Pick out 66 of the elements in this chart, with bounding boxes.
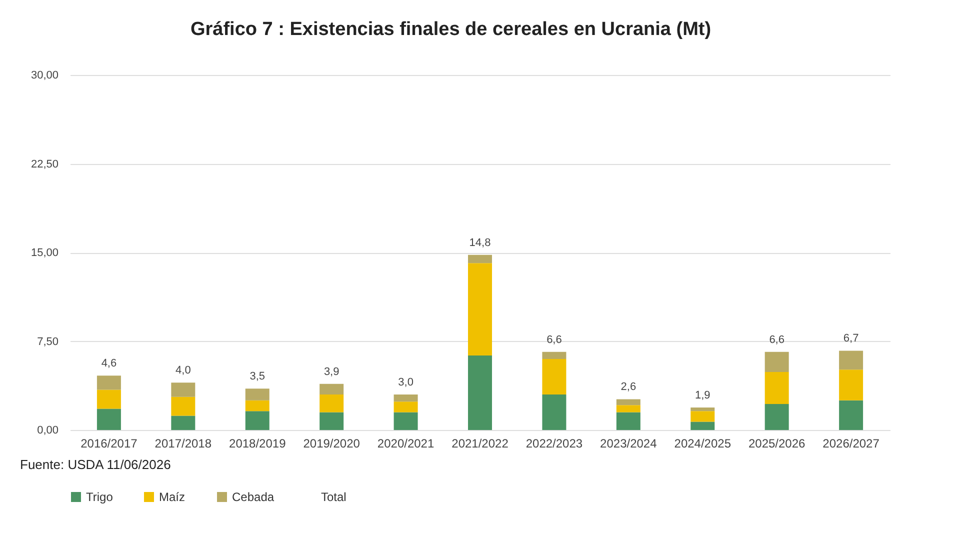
bar	[320, 412, 344, 430]
x-tick-label: 2022/2023	[526, 436, 583, 450]
bar	[764, 404, 789, 430]
total-label: 1,9	[694, 390, 710, 402]
bar	[690, 411, 715, 422]
bar	[468, 355, 492, 430]
x-tick-label: 2018/2019	[229, 436, 286, 450]
bar	[320, 384, 344, 394]
bar	[245, 400, 270, 412]
bar	[690, 408, 715, 412]
bar	[839, 400, 864, 430]
bar	[542, 359, 566, 394]
bar	[616, 399, 640, 406]
x-tick-label: 2017/2018	[154, 436, 212, 450]
x-tick-label: 2026/2027	[822, 436, 880, 450]
total-label: 4,6	[101, 358, 117, 370]
total-label: 4,0	[176, 364, 191, 377]
chart-title: Gráfico 7 : Existencias finales de cereales en Ucrania (Mt)	[190, 19, 712, 40]
text: Total	[321, 490, 346, 504]
legend-label: Cebada	[232, 490, 274, 504]
total-label: 6,7	[843, 332, 859, 345]
bar	[394, 394, 418, 402]
bar	[171, 396, 196, 416]
y-tick-label: 22,50	[30, 158, 58, 170]
total-label: 3,0	[398, 376, 414, 388]
legend-label: Maíz	[159, 490, 186, 504]
bar	[320, 394, 344, 412]
bar	[245, 388, 270, 400]
y-tick-label: 0,00	[37, 424, 58, 436]
bar	[542, 394, 566, 430]
total-label: 14,8	[469, 236, 491, 249]
bar	[839, 350, 864, 370]
x-tick-label: 2025/2026	[748, 436, 806, 450]
legend-label: Trigo	[86, 490, 114, 504]
bar	[171, 382, 196, 397]
bar	[542, 352, 566, 359]
bar	[468, 254, 492, 264]
x-tick-label: 2023/2024	[600, 436, 658, 450]
x-tick-label: 2021/2022	[452, 436, 509, 450]
bar	[764, 352, 789, 372]
source-note: Fuente: USDA 11/06/2026	[20, 457, 171, 472]
x-tick-label: 2016/2017	[80, 436, 138, 450]
y-tick-label: 15,00	[30, 247, 58, 259]
bar	[394, 412, 418, 430]
total-label: 2,6	[620, 381, 636, 394]
bar	[616, 405, 640, 412]
bar	[839, 370, 864, 400]
total-label: 3,9	[324, 366, 340, 378]
bar	[96, 376, 121, 390]
x-tick-label: 2024/2025	[674, 436, 732, 450]
bar	[394, 402, 418, 412]
x-tick-label: 2019/2020	[303, 436, 360, 450]
bar	[171, 416, 196, 430]
bar	[96, 390, 121, 409]
bar	[616, 412, 640, 430]
bar	[96, 408, 121, 430]
y-tick-label: 7,50	[37, 336, 58, 348]
bar	[245, 411, 270, 430]
bar	[690, 422, 715, 430]
bar	[468, 263, 492, 356]
total-label: 6,6	[546, 334, 562, 346]
total-label: 3,5	[250, 370, 266, 383]
x-tick-label: 2020/2021	[377, 436, 434, 450]
bar	[764, 372, 789, 404]
total-label: 6,6	[769, 334, 784, 346]
y-tick-label: 30,00	[30, 70, 58, 82]
